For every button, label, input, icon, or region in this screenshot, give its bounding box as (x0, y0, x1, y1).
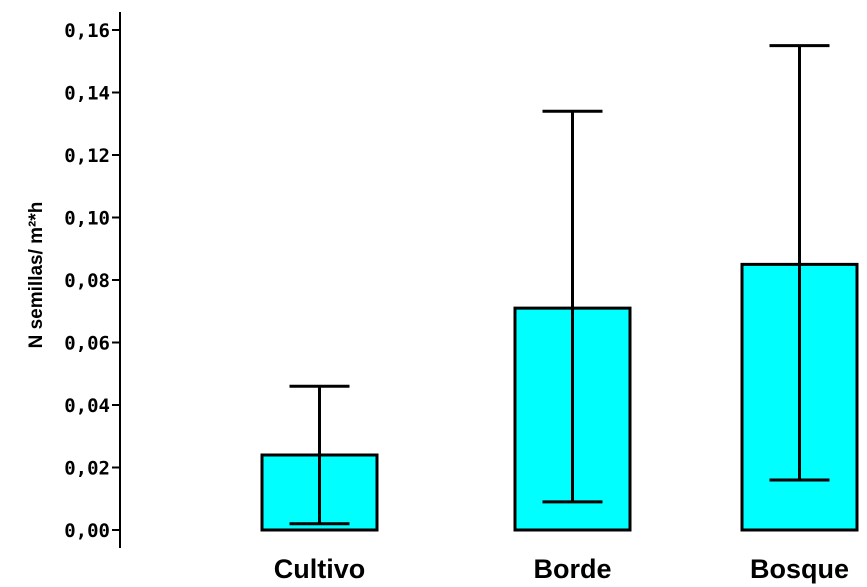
y-axis-title: N semillas/ m²*h (26, 202, 47, 349)
bars (260, 262, 859, 532)
y-tick-label: 0,12 (64, 145, 110, 167)
error-bars (289, 44, 830, 526)
y-tick-label: 0,16 (64, 20, 110, 42)
y-tick-label: 0,04 (64, 395, 110, 417)
y-tick-label: 0,08 (64, 270, 110, 292)
y-tick-label: 0,14 (64, 83, 110, 105)
category-label-cultivo: Cultivo (274, 554, 366, 584)
y-tick-label: 0,06 (64, 333, 110, 355)
y-tick-label: 0,02 (64, 458, 110, 480)
x-categories: Cultivo Borde Bosque (274, 554, 849, 584)
category-label-bosque: Bosque (750, 554, 849, 584)
y-tick-label: 0,00 (64, 520, 110, 542)
y-tick-label: 0,10 (64, 208, 110, 230)
y-ticks: 0,00 0,02 0,04 0,06 0,08 0,10 0,12 0,14 0,16 (64, 20, 120, 542)
category-label-borde: Borde (533, 554, 611, 584)
